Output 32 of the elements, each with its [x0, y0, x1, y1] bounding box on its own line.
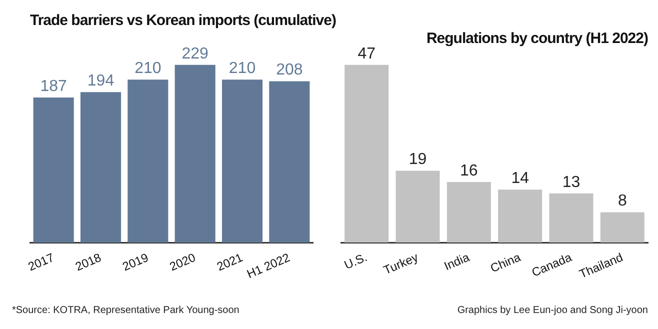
- data-label: 8: [618, 192, 627, 210]
- bar: [498, 190, 542, 243]
- data-label: 14: [511, 170, 530, 188]
- data-label: 208: [276, 62, 303, 79]
- data-label: 229: [182, 45, 209, 62]
- chart-title: Trade barriers vs Korean imports (cumulative): [30, 12, 336, 29]
- bar: [344, 64, 389, 243]
- x-tick-label: 2021: [214, 250, 246, 274]
- data-label: 187: [40, 78, 68, 95]
- chart-title: Regulations by country (H1 2022): [426, 30, 648, 47]
- data-label: 19: [408, 151, 427, 168]
- x-tick-label: 2017: [26, 250, 56, 274]
- x-tick-label: 2019: [120, 250, 151, 274]
- x-tick-label: China: [488, 250, 523, 276]
- bar: [446, 182, 491, 243]
- x-tick-label: 2018: [73, 250, 104, 274]
- data-label: 47: [358, 45, 376, 62]
- x-tick-label: Turkey: [381, 250, 420, 278]
- data-label: 194: [87, 72, 114, 90]
- text: *Source: KOTRA, Representative Park Young-soon: [12, 305, 240, 316]
- data-label: 210: [134, 60, 162, 78]
- data-label: 210: [228, 60, 256, 78]
- x-tick-label: H1 2022: [244, 250, 292, 282]
- x-tick-label: U.S.: [342, 250, 370, 272]
- data-label: 16: [460, 162, 478, 180]
- x-tick-label: 2020: [168, 250, 198, 274]
- text: Graphics by Lee Eun-joo and Song Ji-yoon: [457, 305, 648, 316]
- bar: [600, 212, 644, 243]
- bar: [549, 193, 594, 243]
- bar: [396, 170, 440, 243]
- x-tick-label: India: [442, 250, 472, 274]
- data-label: 13: [562, 174, 580, 191]
